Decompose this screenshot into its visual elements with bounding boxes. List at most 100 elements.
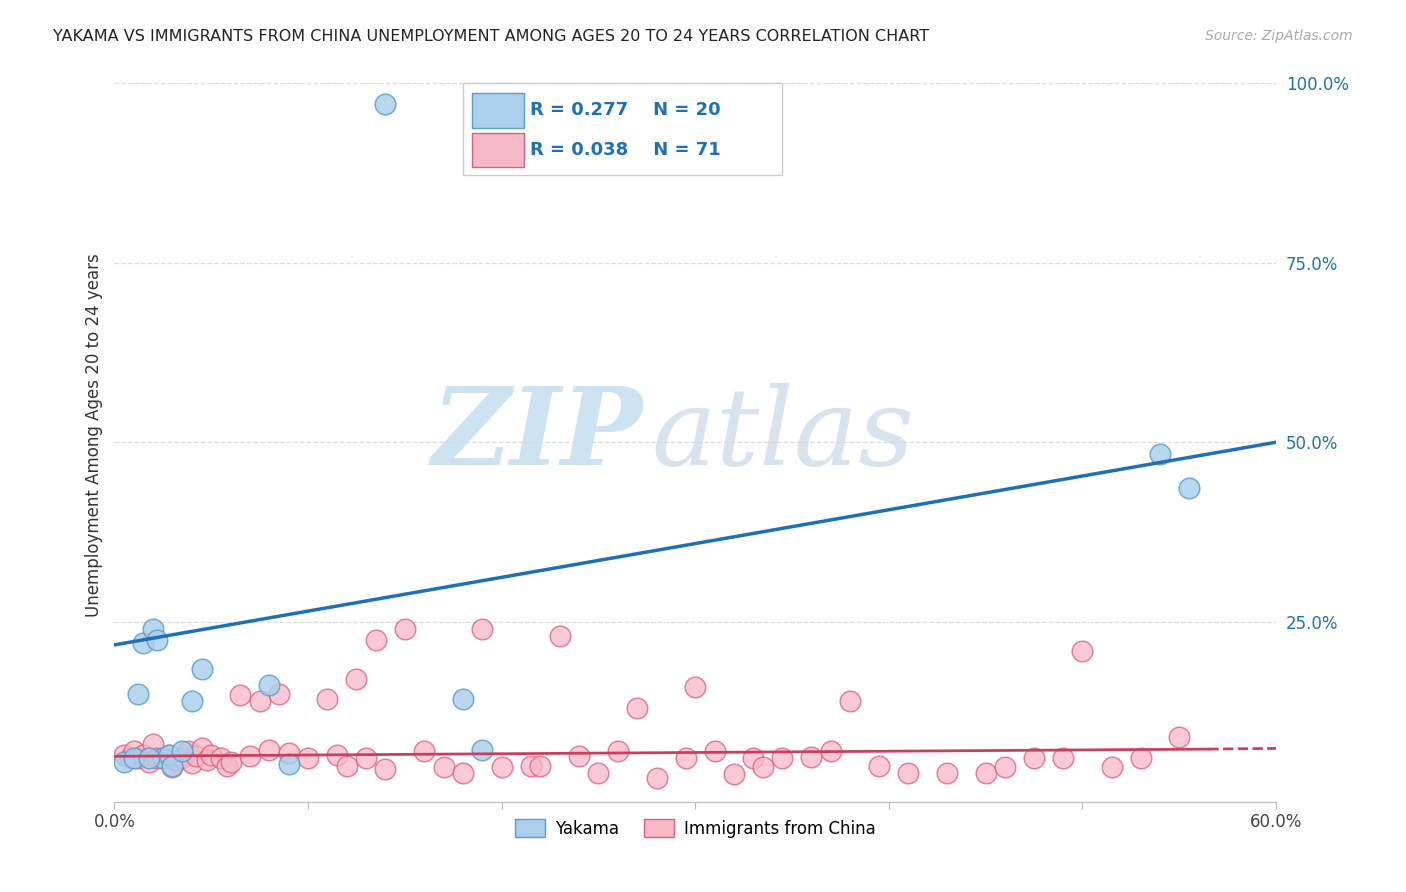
- Point: [157, 747, 180, 762]
- Point: [172, 751, 194, 765]
- Point: [1178, 481, 1201, 495]
- Point: [752, 760, 775, 774]
- Text: R = 0.277    N = 20: R = 0.277 N = 20: [530, 102, 721, 120]
- Point: [152, 751, 174, 765]
- Point: [249, 694, 271, 708]
- Point: [146, 632, 169, 647]
- Point: [723, 767, 745, 781]
- Text: atlas: atlas: [651, 383, 914, 488]
- Legend: Yakama, Immigrants from China: Yakama, Immigrants from China: [508, 813, 883, 845]
- Point: [529, 758, 551, 772]
- Point: [936, 765, 959, 780]
- Point: [588, 765, 610, 780]
- Point: [177, 744, 200, 758]
- Point: [1149, 447, 1171, 461]
- Point: [1052, 751, 1074, 765]
- Point: [974, 765, 997, 780]
- Point: [190, 662, 212, 676]
- Point: [162, 758, 184, 772]
- Point: [1168, 730, 1191, 744]
- Point: [394, 622, 416, 636]
- Point: [645, 771, 668, 785]
- Point: [112, 747, 135, 762]
- Point: [346, 673, 368, 687]
- Point: [413, 744, 436, 758]
- Point: [868, 758, 890, 772]
- Point: [800, 750, 823, 764]
- Point: [770, 751, 793, 765]
- Point: [471, 743, 494, 757]
- Point: [200, 747, 222, 762]
- Point: [471, 622, 494, 636]
- Point: [519, 758, 541, 772]
- Point: [132, 747, 155, 762]
- Point: [127, 751, 149, 765]
- Point: [326, 747, 349, 762]
- Point: [277, 746, 299, 760]
- Point: [146, 751, 169, 765]
- Point: [742, 751, 765, 765]
- Point: [1129, 751, 1152, 765]
- Point: [157, 747, 180, 762]
- Point: [703, 744, 725, 758]
- Point: [165, 753, 187, 767]
- Point: [138, 751, 160, 765]
- Point: [364, 632, 387, 647]
- Point: [626, 701, 648, 715]
- Y-axis label: Unemployment Among Ages 20 to 24 years: Unemployment Among Ages 20 to 24 years: [86, 253, 103, 617]
- Point: [1022, 751, 1045, 765]
- Point: [451, 765, 474, 780]
- Point: [180, 694, 202, 708]
- Point: [127, 687, 149, 701]
- Point: [683, 680, 706, 694]
- Point: [839, 694, 862, 708]
- Point: [122, 744, 145, 758]
- Point: [568, 749, 591, 764]
- Point: [897, 765, 920, 780]
- Point: [138, 755, 160, 769]
- Point: [316, 691, 339, 706]
- Point: [374, 97, 396, 112]
- Point: [118, 751, 141, 765]
- Point: [112, 755, 135, 769]
- Point: [994, 760, 1017, 774]
- Point: [259, 743, 281, 757]
- Point: [142, 622, 165, 636]
- Point: [152, 751, 174, 765]
- Point: [374, 762, 396, 776]
- Point: [172, 744, 194, 758]
- Point: [180, 756, 202, 771]
- Point: [132, 636, 155, 650]
- Text: ZIP: ZIP: [432, 382, 643, 488]
- Point: [219, 755, 242, 769]
- Point: [1071, 643, 1094, 657]
- Point: [215, 758, 238, 772]
- Point: [162, 760, 184, 774]
- Point: [184, 749, 207, 764]
- Point: [354, 751, 377, 765]
- Point: [1101, 760, 1123, 774]
- Point: [259, 678, 281, 692]
- Point: [239, 749, 262, 764]
- Point: [209, 751, 232, 765]
- Point: [195, 753, 218, 767]
- Point: [548, 629, 571, 643]
- FancyBboxPatch shape: [463, 83, 782, 175]
- Point: [297, 751, 319, 765]
- Point: [190, 740, 212, 755]
- Point: [451, 691, 474, 706]
- Point: [142, 737, 165, 751]
- FancyBboxPatch shape: [472, 133, 524, 167]
- Point: [606, 744, 628, 758]
- Text: Source: ZipAtlas.com: Source: ZipAtlas.com: [1205, 29, 1353, 43]
- Point: [432, 760, 454, 774]
- Text: YAKAMA VS IMMIGRANTS FROM CHINA UNEMPLOYMENT AMONG AGES 20 TO 24 YEARS CORRELATI: YAKAMA VS IMMIGRANTS FROM CHINA UNEMPLOY…: [53, 29, 929, 44]
- Point: [675, 751, 697, 765]
- Point: [122, 751, 145, 765]
- Point: [229, 688, 252, 702]
- Point: [267, 687, 290, 701]
- Text: R = 0.038    N = 71: R = 0.038 N = 71: [530, 141, 721, 159]
- FancyBboxPatch shape: [472, 94, 524, 128]
- Point: [336, 758, 359, 772]
- Point: [820, 744, 842, 758]
